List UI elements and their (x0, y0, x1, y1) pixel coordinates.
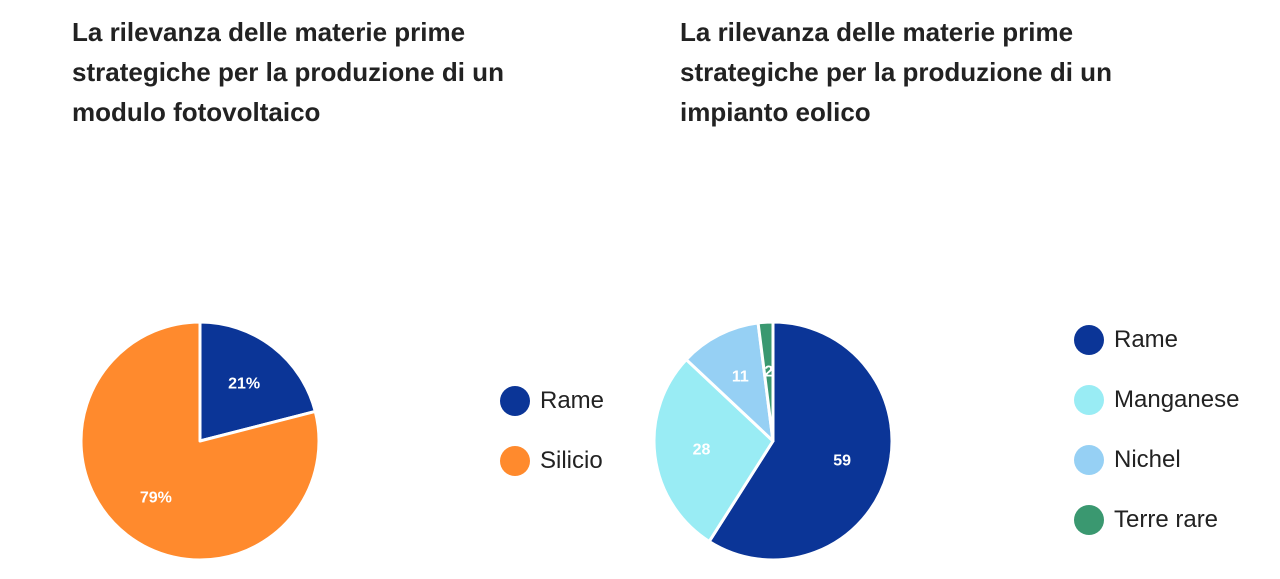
legend-swatch (500, 386, 530, 416)
legend-swatch (1074, 445, 1104, 475)
pie-slice-terre-rare[interactable] (756, 320, 775, 443)
chart-panel-eolico: La rilevanza delle materie prime strateg… (640, 0, 1260, 579)
legend-swatch (1074, 505, 1104, 535)
legend-item-rame[interactable]: Rame (500, 386, 604, 416)
pie-slice-nichel[interactable] (684, 321, 775, 443)
legend-swatch (1074, 325, 1104, 355)
slice-label-nichel: 11 (732, 368, 749, 385)
pie-chart: 21% 79% (79, 320, 321, 562)
slice-label-terre-rare: 2 (764, 364, 773, 381)
legend-item-manganese[interactable]: Manganese (1074, 385, 1239, 415)
legend-label: Terre rare (1114, 506, 1219, 533)
slice-label-manganese: 28 (693, 442, 711, 459)
pie-slice-rame[interactable] (198, 320, 317, 443)
legend-item-silicio[interactable]: Silicio (500, 446, 604, 476)
legend-item-rame[interactable]: Rame (1074, 325, 1239, 355)
legend: Rame Manganese Nichel Terre rare (1074, 325, 1239, 565)
pie-chart: 59 28 11 2 (652, 320, 894, 562)
chart-title: La rilevanza delle materie prime strateg… (680, 17, 1112, 127)
legend-swatch (500, 446, 530, 476)
pie-slice-silicio[interactable] (79, 320, 321, 562)
chart-panel-fotovoltaico: La rilevanza delle materie prime strateg… (0, 0, 620, 579)
legend-item-nichel[interactable]: Nichel (1074, 445, 1239, 475)
legend-label: Manganese (1114, 386, 1240, 413)
legend: Rame Silicio (500, 386, 604, 506)
legend-label: Nichel (1114, 446, 1181, 473)
legend-label: Rame (540, 387, 605, 414)
slice-label-rame: 21% (228, 376, 260, 393)
pie-slice-rame[interactable] (707, 320, 894, 562)
legend-label: Silicio (540, 447, 603, 474)
pie-slice-manganese[interactable] (652, 358, 775, 543)
slice-label-silicio: 79% (140, 489, 172, 506)
chart-title: La rilevanza delle materie prime strateg… (72, 17, 504, 127)
legend-label: Rame (1114, 326, 1179, 353)
legend-item-terre-rare[interactable]: Terre rare (1074, 505, 1239, 535)
legend-swatch (1074, 385, 1104, 415)
slice-label-rame: 59 (833, 453, 851, 470)
